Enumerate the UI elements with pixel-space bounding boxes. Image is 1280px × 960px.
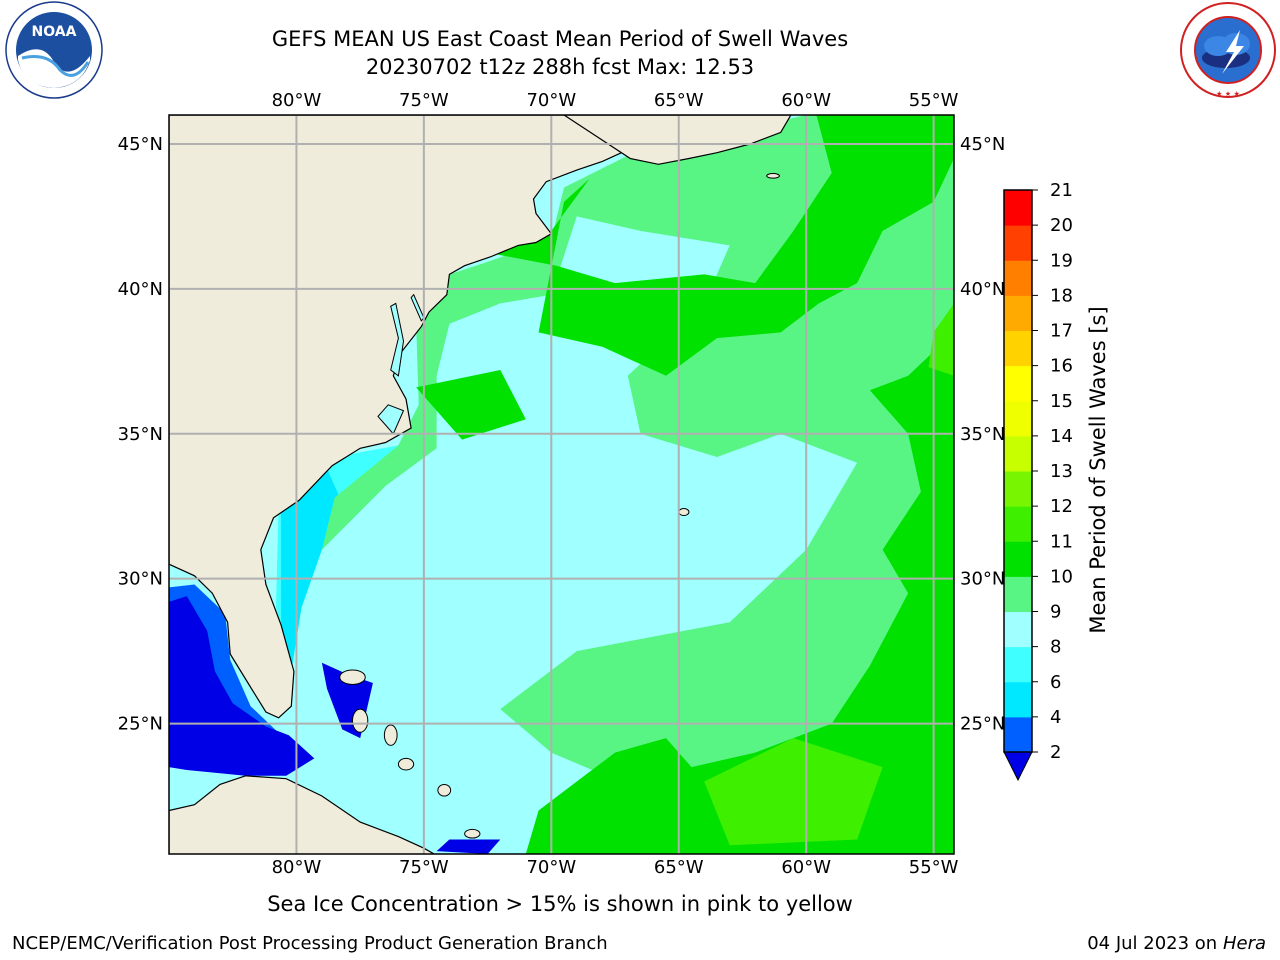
bay-0 [390, 302, 405, 377]
chart-subtitle: 20230702 t12z 288h fcst Max: 12.53 [365, 55, 755, 79]
x-tick-label-top: 65°W [654, 90, 704, 111]
island-4 [437, 783, 452, 797]
field-region-1 [283, 216, 858, 854]
colorbar-tick-label: 18 [1050, 285, 1073, 306]
noaa-logo-text: NOAA [32, 24, 77, 40]
colorbar-tick-label: 13 [1050, 461, 1073, 482]
x-tick-label-top: 55°W [909, 90, 959, 111]
y-tick-label-left: 25°N [118, 714, 163, 735]
island-1 [352, 708, 369, 733]
island-0 [339, 669, 366, 685]
y-tick-label-left: 35°N [118, 424, 163, 445]
sea-ice-note: Sea Ice Concentration > 15% is shown in … [267, 892, 853, 916]
y-tick-label-right: 45°N [960, 134, 1005, 155]
y-tick-label-left: 45°N [118, 134, 163, 155]
colorbar-bin-10 [1004, 541, 1032, 577]
colorbar-tick-label: 8 [1050, 637, 1061, 658]
field-region-9 [495, 115, 954, 854]
colorbar-bin-15 [1004, 365, 1032, 402]
chart-title: GEFS MEAN US East Coast Mean Period of S… [271, 27, 849, 51]
x-tick-label-top: 75°W [399, 90, 449, 111]
colorbar-tick-label: 19 [1050, 250, 1073, 271]
x-tick-label-top: 70°W [526, 90, 576, 111]
y-tick-label-right: 35°N [960, 424, 1005, 445]
land-2 [169, 775, 436, 854]
colorbar-bin-12 [1004, 471, 1032, 507]
colorbar-bin-20 [1004, 190, 1032, 226]
field-region-11 [704, 738, 883, 846]
land-1 [562, 115, 792, 165]
x-tick-label-top: 80°W [272, 90, 322, 111]
colorbar-tick-label: 2 [1050, 742, 1061, 763]
colorbar-bin-2 [1004, 716, 1032, 753]
colorbar-tick-label: 17 [1050, 321, 1073, 342]
colorbar-bin-11 [1004, 506, 1032, 542]
colorbar-tick-label: 4 [1050, 707, 1061, 728]
colorbar-bin-13 [1004, 435, 1032, 472]
date-text: 04 Jul 2023 on Hera [1087, 933, 1266, 954]
x-tick-label-bottom: 70°W [526, 857, 576, 878]
x-tick-label-bottom: 80°W [272, 857, 322, 878]
svg-text:★ ★ ★: ★ ★ ★ [1216, 90, 1240, 98]
island-2 [383, 724, 398, 746]
colorbar-tick-label: 15 [1050, 391, 1073, 412]
colorbar-tick-label: 12 [1050, 496, 1073, 517]
credit-text: NCEP/EMC/Verification Post Processing Pr… [12, 933, 608, 954]
x-tick-label-bottom: 55°W [909, 857, 959, 878]
nws-logo: ★ ★ ★ [1180, 2, 1276, 98]
field-region-7 [436, 839, 501, 854]
island-6 [678, 508, 690, 517]
machine-name: Hera [1222, 933, 1266, 954]
map-frame [168, 114, 955, 855]
colorbar-tick-label: 11 [1050, 531, 1073, 552]
x-tick-label-bottom: 60°W [781, 857, 831, 878]
colorbar-bin-6 [1004, 646, 1032, 683]
colorbar-tick-label: 21 [1050, 180, 1073, 201]
colorbar-bin-9 [1004, 576, 1032, 612]
colorbar-tick-label: 16 [1050, 356, 1073, 377]
field-region-12 [928, 303, 954, 376]
colorbar-bin-14 [1004, 400, 1032, 437]
x-tick-label-bottom: 65°W [654, 857, 704, 878]
x-tick-label-bottom: 75°W [399, 857, 449, 878]
colorbar-bin-19 [1004, 225, 1032, 261]
island-7 [766, 173, 780, 179]
bay-2 [377, 404, 405, 435]
field-region-4 [169, 596, 315, 776]
y-tick-label-left: 30°N [118, 569, 163, 590]
colorbar-bin-18 [1004, 260, 1032, 296]
colorbar-tick-label: 10 [1050, 566, 1073, 587]
colorbar-bin-4 [1004, 681, 1032, 718]
colorbar-tick-label: 9 [1050, 602, 1061, 623]
colorbar-bin-16 [1004, 330, 1032, 367]
date-label: 04 Jul 2023 on [1087, 933, 1218, 954]
colorbar-bin-17 [1004, 295, 1032, 331]
y-tick-label-right: 25°N [960, 714, 1005, 735]
y-tick-label-right: 30°N [960, 569, 1005, 590]
island-3 [397, 757, 415, 771]
x-tick-label-top: 60°W [781, 90, 831, 111]
colorbar-tick-label: 14 [1050, 426, 1073, 447]
colorbar-bin-8 [1004, 611, 1032, 648]
colorbar-extend-min [1003, 751, 1033, 782]
field-region-10 [416, 370, 526, 440]
y-tick-label-left: 40°N [118, 279, 163, 300]
island-5 [464, 828, 481, 839]
noaa-logo: NOAA [5, 1, 103, 99]
colorbar-tick-label: 6 [1050, 672, 1061, 693]
colorbar-tick-label: 20 [1050, 215, 1073, 236]
y-tick-label-right: 40°N [960, 279, 1005, 300]
colorbar-label: Mean Period of Swell Waves [s] [1086, 306, 1110, 633]
